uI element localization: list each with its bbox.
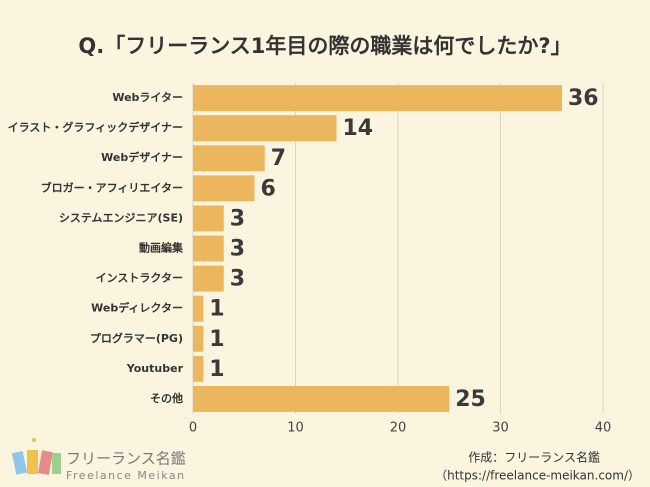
bar (193, 235, 224, 262)
y-tick-label: 動画編集 (139, 241, 184, 255)
y-tick-label: Webライター (112, 91, 183, 104)
data-label: 14 (343, 116, 374, 141)
x-tick-label: 0 (189, 421, 197, 436)
bar (193, 386, 450, 412)
data-label: 3 (230, 267, 245, 292)
y-tick-label: Webディレクター (91, 301, 183, 315)
data-label: 36 (568, 86, 599, 111)
footer-url: （https://freelance-meikan.com/） (435, 469, 640, 483)
y-tick-label: プログラマー(PG) (90, 331, 183, 345)
y-tick-label: システムエンジニア(SE) (59, 211, 183, 224)
bar (193, 145, 265, 172)
logo-name: フリーランス名鑑 (66, 450, 186, 468)
y-tick-label: ブロガー・アフィリエイター (41, 180, 183, 194)
bar (193, 355, 204, 382)
data-label: 7 (271, 146, 286, 171)
data-label: 1 (209, 297, 224, 322)
x-tick-label: 20 (390, 421, 407, 436)
bar (193, 115, 337, 142)
y-tick-label: Youtuber (126, 362, 184, 375)
x-tick-label: 30 (492, 421, 509, 436)
y-tick-label: Webデザイナー (101, 150, 183, 164)
logo-sub: Freelance Meikan (66, 469, 186, 482)
y-tick-label: その他 (150, 391, 183, 405)
bar (193, 325, 204, 352)
chart-title: Q.「フリーランス1年目の際の職業は何でしたか?」 (78, 34, 571, 58)
bar (193, 175, 255, 202)
data-label: 3 (230, 237, 245, 262)
bar (193, 265, 224, 292)
data-label: 1 (209, 327, 224, 352)
data-label: 6 (261, 176, 276, 201)
y-tick-label: インストラクター (96, 272, 183, 285)
y-tick-label: イラスト・グラフィックデザイナー (8, 120, 183, 134)
logo-icon (11, 438, 61, 475)
data-label: 3 (230, 206, 245, 231)
bar (193, 205, 224, 232)
footer-credit: 作成：フリーランス名鑑 (468, 450, 600, 465)
data-label: 25 (455, 387, 486, 412)
bar (193, 295, 204, 322)
x-tick-label: 10 (287, 421, 304, 436)
x-tick-label: 40 (595, 421, 612, 436)
bar (193, 85, 562, 111)
data-label: 1 (209, 357, 224, 382)
